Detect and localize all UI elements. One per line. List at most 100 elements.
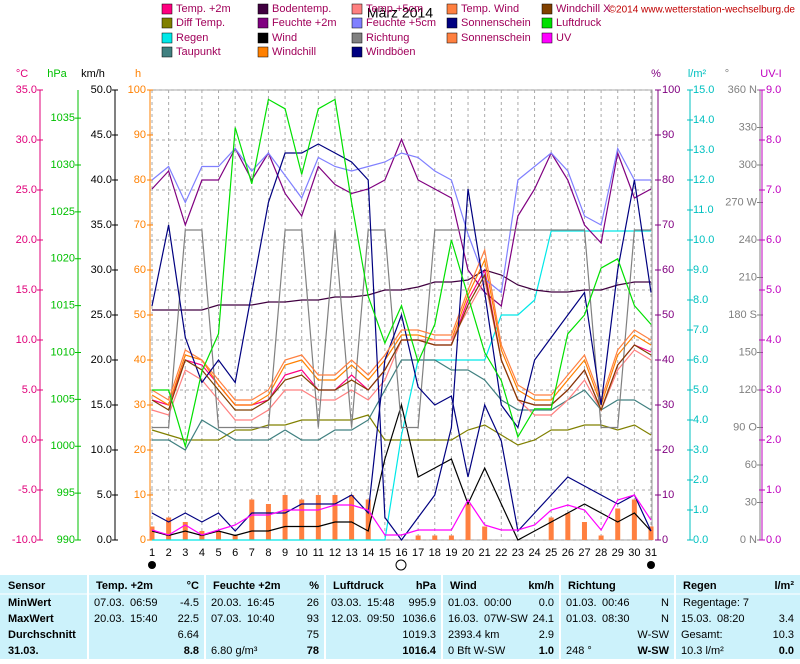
- bar: [149, 526, 155, 540]
- series-line: [151, 146, 651, 294]
- x-tick-label: 2: [166, 547, 172, 559]
- x-tick-label: 18: [429, 547, 441, 559]
- legend-swatch: [446, 32, 458, 44]
- y-tick-label: 5.0: [693, 384, 708, 396]
- x-tick-label: 22: [495, 547, 507, 559]
- table-cell: 0 Bft W-SW: [448, 645, 506, 657]
- y-tick-label: 60: [662, 264, 674, 276]
- y-tick-label: 50: [134, 309, 146, 321]
- legend-swatch: [257, 3, 269, 15]
- x-tick-label: 7: [249, 547, 255, 559]
- axis-title: °: [725, 68, 729, 80]
- y-tick-label: 20.0: [91, 354, 112, 366]
- table-cell: 26: [307, 597, 319, 609]
- table-cell: 3.4: [779, 613, 794, 625]
- x-tick-label: 1: [149, 547, 155, 559]
- y-tick-label: 1020: [51, 253, 75, 265]
- x-tick-label: 19: [445, 547, 457, 559]
- row-label: MinWert: [8, 597, 52, 609]
- x-tick-label: 28: [595, 547, 607, 559]
- y-tick-label: 35.0: [16, 84, 37, 96]
- bar: [465, 504, 471, 540]
- y-tick-label: 5.0: [22, 384, 37, 396]
- table-header: Sensor: [8, 580, 46, 592]
- legend-label: Sonnenschein: [461, 17, 531, 29]
- y-tick-label: 1015: [51, 300, 75, 312]
- legend-swatch: [446, 3, 458, 15]
- x-tick-label: 29: [612, 547, 624, 559]
- row-label: Durchschnitt: [8, 629, 76, 641]
- moon-full: [395, 559, 407, 571]
- y-tick-label: 35.0: [91, 219, 112, 231]
- y-tick-label: 6.0: [766, 234, 781, 246]
- y-tick-label: 360 N: [728, 84, 757, 96]
- bar: [349, 495, 355, 540]
- table-header: Feuchte +2m: [213, 580, 281, 592]
- x-tick-label: 27: [578, 547, 590, 559]
- table-cell: 01.03.: [566, 613, 597, 625]
- legend-swatch: [446, 17, 458, 29]
- table-cell: 16:45: [247, 597, 275, 609]
- row-label: 31.03.: [8, 645, 39, 657]
- table-cell: 08:30: [602, 613, 630, 625]
- y-tick-label: 4.0: [693, 414, 708, 426]
- y-tick-label: 12.0: [693, 174, 714, 186]
- y-tick-label: 14.0: [693, 114, 714, 126]
- y-tick-label: 210: [739, 271, 757, 283]
- x-tick-label: 20: [462, 547, 474, 559]
- table-cell: 22.5: [178, 613, 199, 625]
- bar: [581, 522, 587, 540]
- table-cell: 15.03.: [681, 613, 712, 625]
- table-cell: 995.9: [408, 597, 436, 609]
- table-cell: 8.8: [184, 645, 199, 657]
- table-cell: 75: [307, 629, 319, 641]
- table-cell: 01.03.: [448, 597, 479, 609]
- x-tick-label: 30: [628, 547, 640, 559]
- legend-swatch: [541, 3, 553, 15]
- legend-swatch: [161, 46, 173, 58]
- y-tick-label: 9.0: [693, 264, 708, 276]
- table-background: [0, 575, 800, 659]
- y-tick-label: 300: [739, 159, 757, 171]
- x-tick-label: 6: [232, 547, 238, 559]
- y-tick-label: 4.0: [766, 334, 781, 346]
- y-tick-label: 0.0: [22, 434, 37, 446]
- bar: [615, 508, 621, 540]
- y-tick-label: 80: [662, 174, 674, 186]
- table-cell: 0.0: [779, 645, 794, 657]
- y-tick-label: 40.0: [91, 174, 112, 186]
- axis-title: h: [135, 68, 141, 80]
- y-tick-label: 330: [739, 121, 757, 133]
- bar: [432, 535, 438, 540]
- y-tick-label: 40: [134, 354, 146, 366]
- legend-swatch: [351, 46, 363, 58]
- table-header: °C: [187, 580, 199, 592]
- bar: [365, 499, 371, 540]
- bar: [448, 535, 454, 540]
- table-cell: 1.0: [539, 645, 554, 657]
- table-cell: W-SW: [637, 645, 669, 657]
- table-cell: 0.0: [539, 597, 554, 609]
- y-tick-label: 30: [745, 496, 757, 508]
- legend-swatch: [257, 17, 269, 29]
- x-tick-label: 26: [562, 547, 574, 559]
- y-tick-label: 15.0: [16, 284, 37, 296]
- x-tick-label: 13: [345, 547, 357, 559]
- y-tick-label: 0.0: [766, 534, 781, 546]
- y-tick-label: 25.0: [91, 309, 112, 321]
- x-tick-label: 14: [362, 547, 374, 559]
- y-tick-label: 20.0: [16, 234, 37, 246]
- y-tick-label: 1.0: [766, 484, 781, 496]
- bar: [548, 517, 554, 540]
- y-tick-label: 1025: [51, 206, 75, 218]
- bar: [282, 495, 288, 540]
- table-cell: 10:40: [247, 613, 275, 625]
- bar: [631, 499, 637, 540]
- bar: [166, 517, 172, 540]
- y-tick-label: 15.0: [693, 84, 714, 96]
- x-tick-label: 15: [379, 547, 391, 559]
- y-tick-label: 70: [662, 219, 674, 231]
- y-tick-label: 180 S: [728, 309, 757, 321]
- series-line: [152, 230, 651, 541]
